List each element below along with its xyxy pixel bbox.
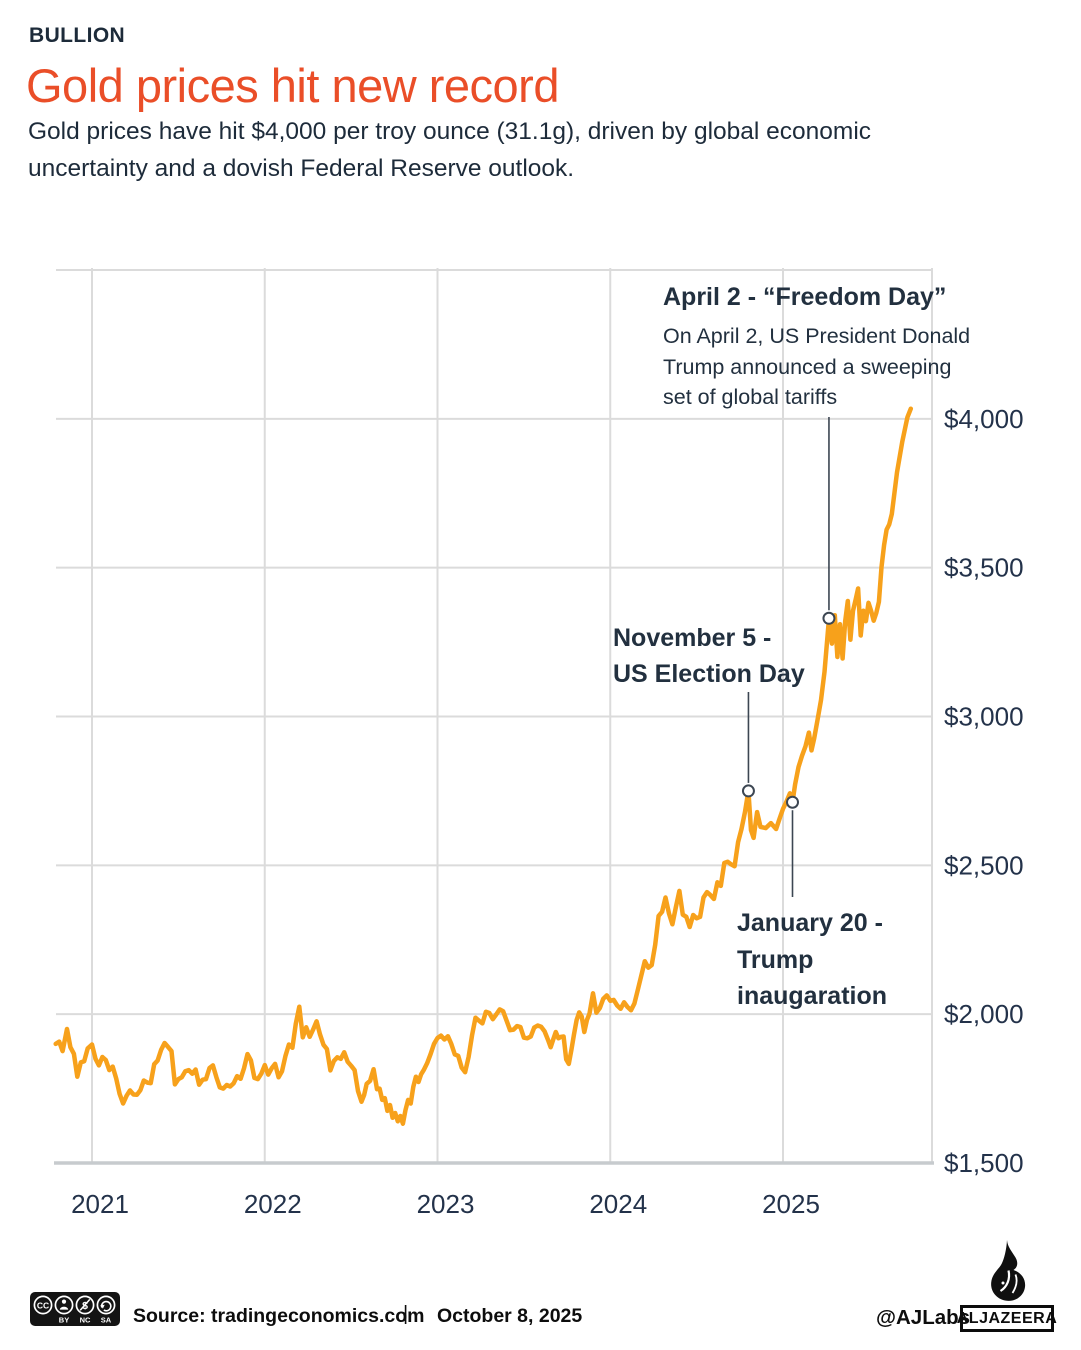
x-tick-label: 2021 [71, 1189, 129, 1219]
y-tick-label: $2,500 [944, 850, 1024, 880]
y-tick-label: $3,000 [944, 702, 1024, 732]
svg-text:CC: CC [37, 1301, 49, 1311]
annotation-april2-body-line: On April 2, US President Donald [663, 324, 971, 348]
nc-icon: $ [75, 1295, 95, 1315]
annotation-april2-title: April 2 - “Freedom Day” [663, 283, 947, 311]
gold-price-line [53, 406, 914, 1126]
annotation-nov5-line: November 5 - [613, 624, 772, 652]
page-title: Gold prices hit new record [26, 59, 559, 112]
x-tick-label: 2023 [417, 1189, 475, 1219]
date-label: October 8, 2025 [437, 1305, 583, 1327]
aljazeera-logo: ALJAZEERA [957, 1305, 1057, 1332]
y-tick-label: $3,500 [944, 553, 1024, 583]
y-tick-label: $2,000 [944, 999, 1024, 1029]
annotation-nov5: November 5 - US Election Day [613, 620, 805, 692]
annotation-april2-body-line: set of global tariffs [663, 385, 838, 409]
footer-separator: | [403, 1303, 409, 1325]
by-icon [54, 1295, 74, 1315]
annotation-jan20-line: inaugaration [737, 982, 888, 1010]
x-tick-label: 2022 [244, 1189, 302, 1219]
sa-icon [96, 1295, 116, 1315]
x-tick-label: 2025 [762, 1189, 820, 1219]
source-label: Source: tradingeconomics.com [133, 1305, 425, 1327]
x-tick-label: 2024 [589, 1189, 647, 1219]
cc-icon [33, 1295, 53, 1315]
ajlabs-credit: @AJLabs [876, 1306, 971, 1329]
subtitle: Gold prices have hit $4,000 per troy oun… [28, 118, 872, 182]
annotation-nov5-line: US Election Day [613, 660, 805, 688]
aljazeera-flame-icon [986, 1240, 1028, 1308]
cc-license-badge: CC $ BY NC SA [30, 1292, 120, 1337]
annotation-april2: April 2 - “Freedom Day” On April 2, US P… [663, 283, 970, 413]
y-tick-label: $4,000 [944, 404, 1024, 434]
annotation-marker-jan20 [786, 795, 800, 809]
cc-sa-label: SA [101, 1316, 112, 1325]
y-tick-label: $1,500 [944, 1148, 1024, 1178]
annotation-jan20: January 20 - Trump inaugaration [737, 905, 887, 1015]
annotation-april2-body-line: Trump announced a sweeping [663, 354, 952, 379]
annotation-jan20-line: Trump [737, 945, 814, 974]
cc-by-label: BY [59, 1316, 69, 1325]
annotation-jan20-line: January 20 - [737, 909, 883, 937]
annotation-marker-april2 [822, 611, 836, 625]
cc-nc-label: NC [80, 1316, 91, 1325]
kicker: BULLION [29, 24, 126, 47]
annotation-marker-nov5 [741, 784, 755, 798]
